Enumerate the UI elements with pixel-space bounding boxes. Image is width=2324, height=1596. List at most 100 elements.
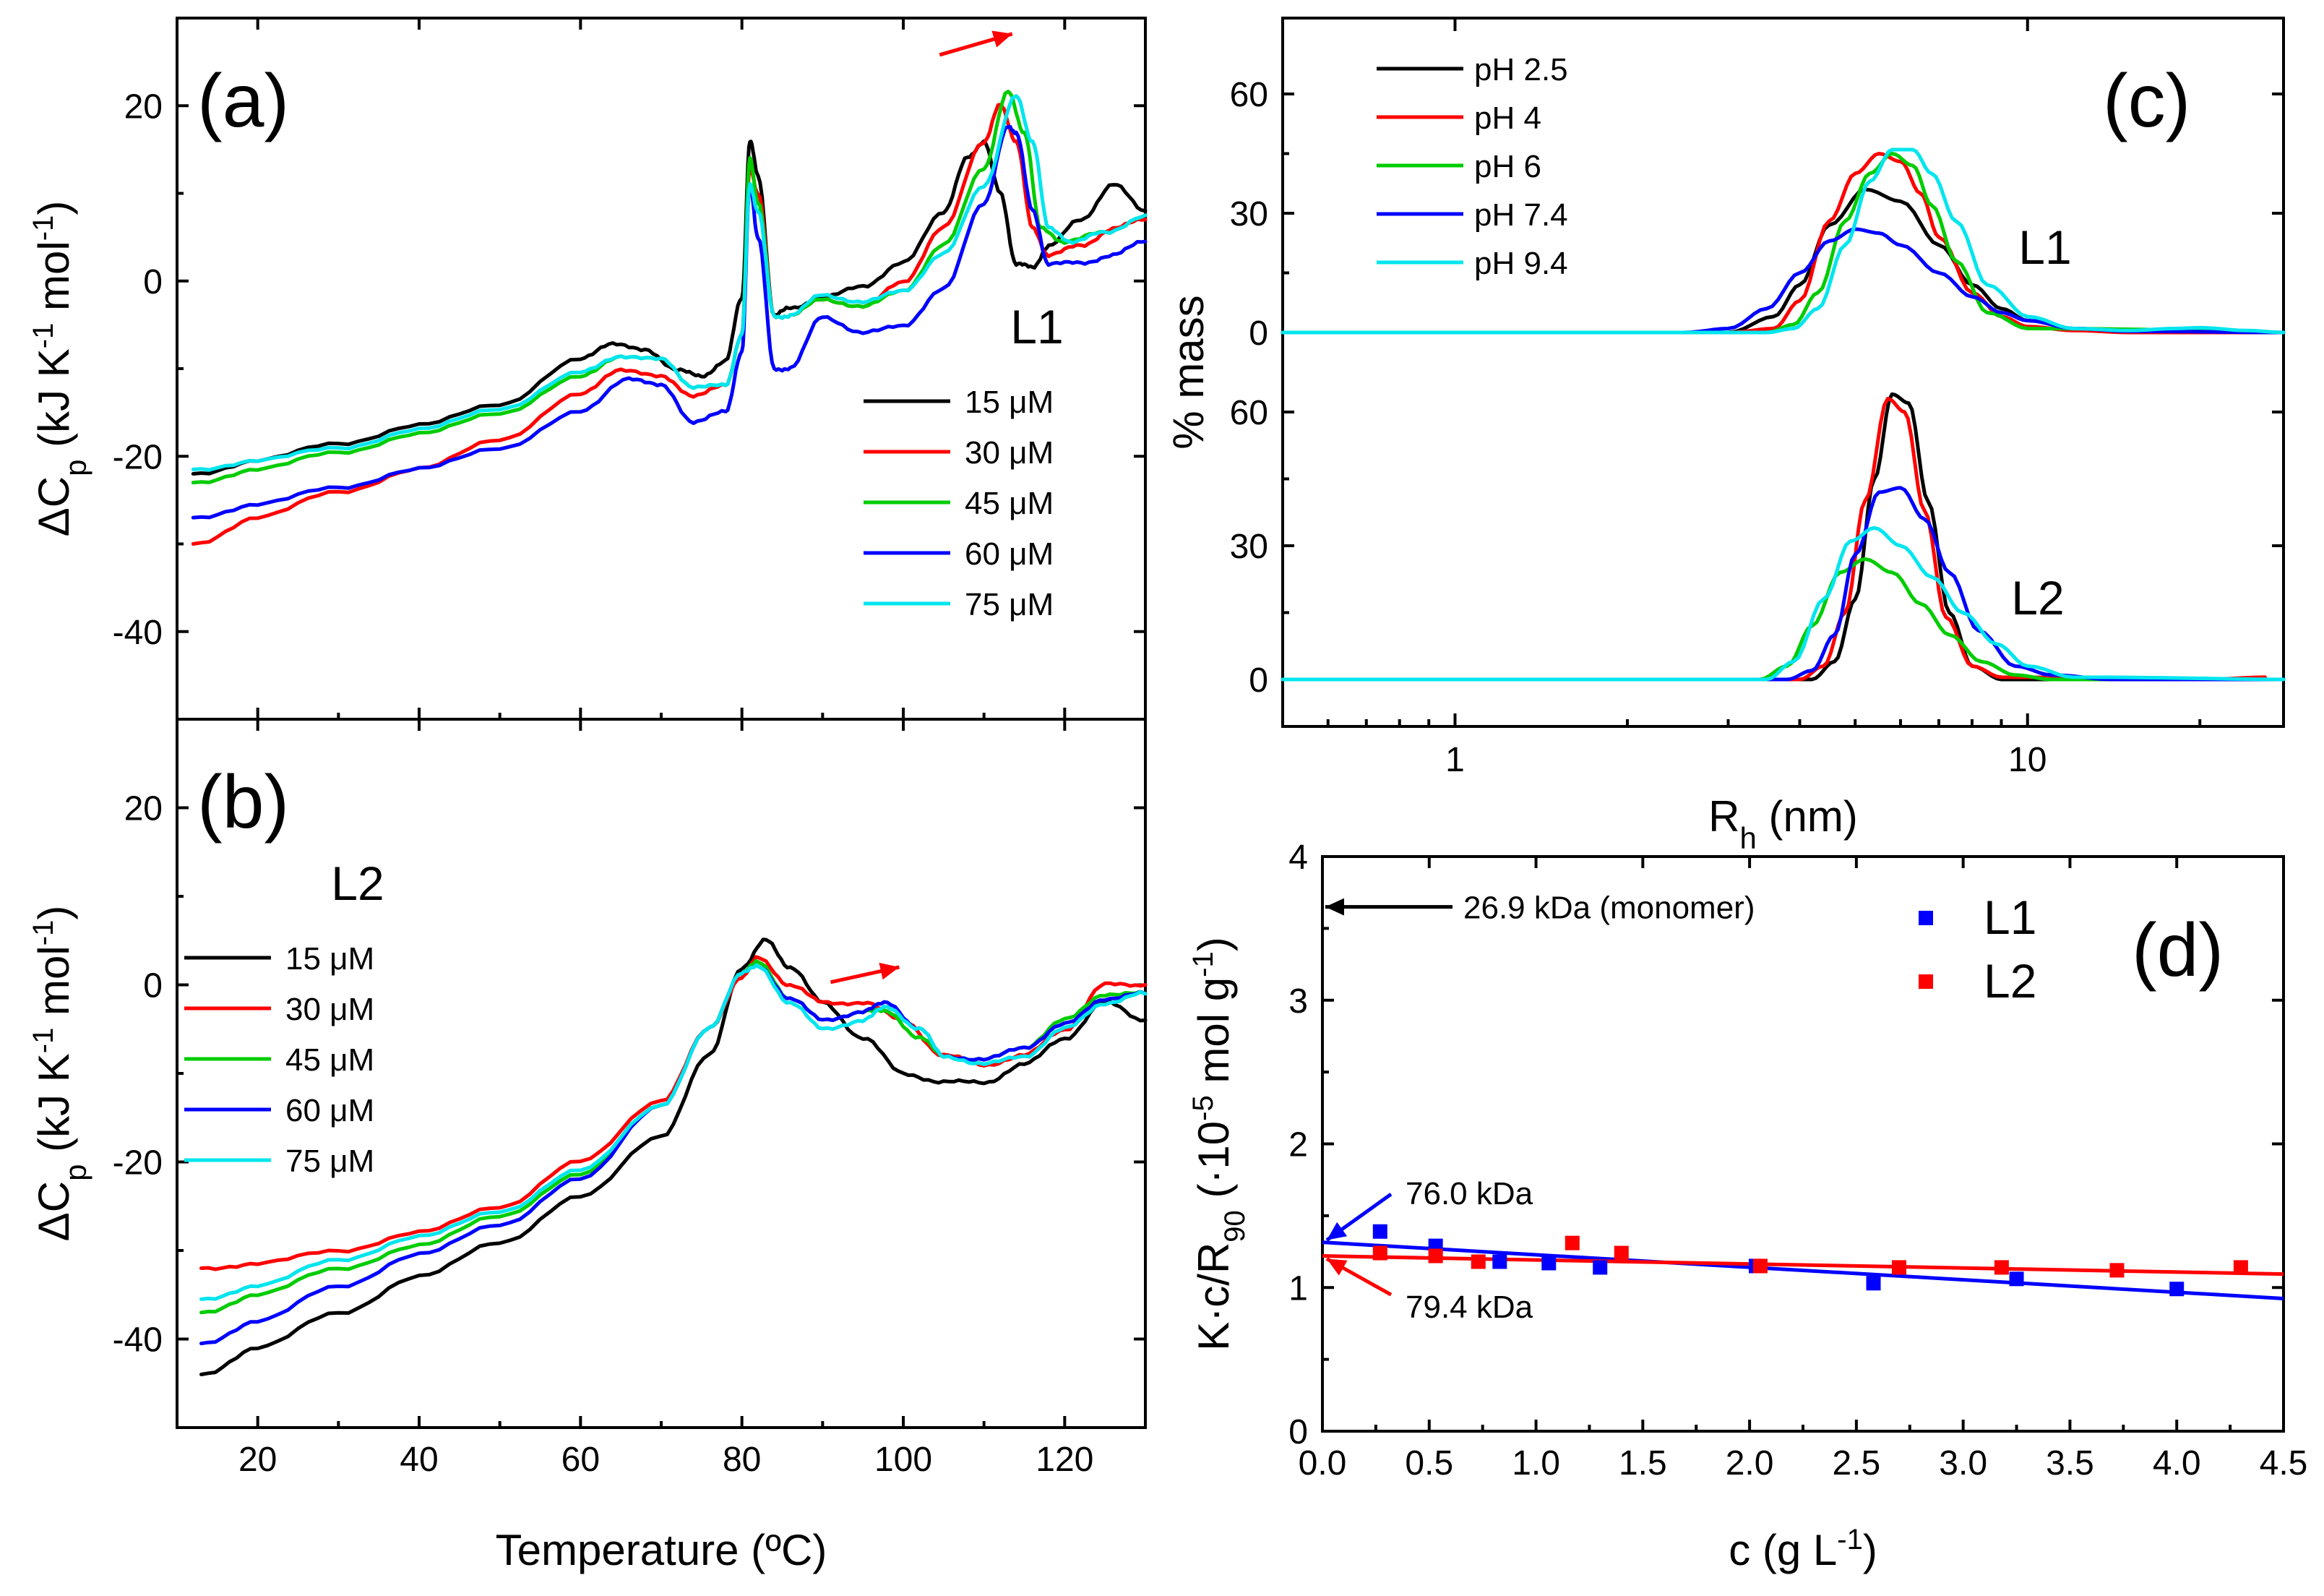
series-label: L2: [331, 857, 384, 910]
shift-arrow-head: [991, 30, 1012, 48]
y-tick-label: 0: [1249, 314, 1268, 353]
y-axis-label-part: (kJ K: [30, 1053, 78, 1164]
legend-label: pH 6: [1474, 149, 1541, 184]
x-tick-label: 100: [874, 1441, 932, 1479]
x-axis-label: c (g L-1): [1729, 1524, 1877, 1574]
series-label: L1: [2018, 220, 2071, 274]
fit-line: [1322, 1240, 2284, 1300]
y-tick-label: -40: [113, 614, 163, 652]
data-point: [1372, 1224, 1387, 1239]
panel-c: 0 30 60 L1 pH 2.5 pH 4 pH 6 pH 7.4 pH 9.4 0 30 60 L2…: [1164, 17, 2286, 855]
y-tick-label: 4: [1288, 838, 1308, 877]
y-axis-label-part: p: [59, 1164, 92, 1181]
data-point: [2009, 1271, 2024, 1287]
x-tick-label: 4.0: [2153, 1444, 2201, 1483]
x-axis-label-part: h: [1740, 821, 1757, 855]
data-point: [1866, 1276, 1881, 1291]
intercept-arrow-head: [1327, 1258, 1348, 1276]
series-line: [199, 963, 1148, 1301]
y-axis-label-part: mol: [30, 241, 78, 322]
y-tick-label: -20: [113, 1144, 163, 1183]
shift-arrow-head: [879, 962, 900, 980]
y-axis-label-part: mol: [30, 945, 78, 1027]
y-tick-label: 0: [1249, 661, 1268, 700]
series-line: [1281, 227, 2286, 335]
panel-label: (a): [197, 59, 289, 143]
panel-label: (d): [2132, 909, 2224, 992]
legend-label: pH 2.5: [1474, 52, 1568, 87]
y-tick-label: 3: [1288, 982, 1308, 1021]
data-point: [1994, 1260, 2009, 1275]
series-line: [191, 124, 1148, 520]
y-axis-label-part: K·c/R: [1189, 1243, 1238, 1351]
y-axis-label-part: -1: [1187, 951, 1219, 977]
annotation: 26.9 kDa (monomer): [1463, 891, 1755, 926]
x-tick-label: 10: [2008, 741, 2047, 779]
y-axis-label: ΔCp (kJ K-1 mol-1): [27, 906, 92, 1242]
data-point: [1428, 1248, 1443, 1264]
data-point: [1752, 1258, 1768, 1274]
series-line: [191, 94, 1148, 472]
legend-label: 75 μM: [285, 1144, 374, 1179]
data-point: [2109, 1263, 2125, 1278]
y-axis-label-part: (kJ K: [30, 348, 78, 459]
series-line: [1281, 152, 2286, 335]
y-axis-label: K·c/R90 (·10-5 mol g-1): [1187, 937, 1251, 1350]
y-tick-label: 0: [143, 263, 163, 301]
plot-frame: [1281, 17, 2285, 728]
y-axis-label-part: mol g: [1189, 977, 1238, 1095]
y-tick-label: 0: [143, 967, 163, 1005]
y-tick-label: 30: [1230, 195, 1268, 233]
legend-label: 60 μM: [965, 536, 1054, 572]
y-tick-label: -20: [113, 438, 163, 476]
panel-label: (c): [2103, 59, 2190, 143]
panel-a: -40 -20 0 20 ΔCp (kJ K-1 mol-1) (a) L1 15 μM 30 …: [27, 17, 1148, 721]
panel-label: (b): [197, 760, 289, 844]
x-tick-label: 80: [723, 1441, 761, 1479]
data-point: [1614, 1245, 1629, 1261]
y-axis-label-part: p: [59, 460, 92, 476]
legend-label: pH 7.4: [1474, 197, 1568, 233]
y-axis-label-part: ): [1189, 937, 1238, 951]
x-axis-label-part: (nm): [1757, 792, 1858, 841]
data-point: [1541, 1256, 1557, 1271]
x-axis-label-part: R: [1708, 792, 1739, 841]
y-axis-label: ΔCp (kJ K-1 mol-1): [27, 201, 92, 537]
y-tick-label: 30: [1230, 528, 1268, 566]
y-axis-label-part: -1: [27, 323, 59, 349]
x-axis-label-part: ): [1863, 1526, 1877, 1574]
series-line: [1281, 147, 2286, 335]
data-point: [1892, 1260, 1906, 1275]
x-tick-label: 2.0: [1726, 1444, 1774, 1483]
data-point: [1372, 1245, 1387, 1261]
y-axis-label-part: -1: [27, 920, 59, 946]
x-tick-label: 120: [1036, 1441, 1093, 1479]
legend-label: 15 μM: [965, 385, 1054, 420]
data-point: [2169, 1282, 2185, 1297]
y-tick-label: 20: [124, 87, 163, 126]
series-label: L2: [2011, 571, 2064, 625]
x-axis-label-part: -1: [1837, 1524, 1863, 1556]
series-label: L1: [1010, 300, 1063, 353]
x-tick-label: 40: [400, 1441, 438, 1479]
series-line: [1281, 557, 2286, 682]
x-tick-label: 60: [561, 1441, 600, 1479]
legend-label: 60 μM: [285, 1093, 374, 1128]
legend-label: 45 μM: [965, 486, 1054, 521]
legend-label: 45 μM: [285, 1042, 374, 1078]
x-tick-label: 20: [238, 1441, 277, 1479]
legend-label: pH 9.4: [1474, 246, 1568, 281]
series-line: [1281, 525, 2286, 682]
legend-label: 15 μM: [285, 941, 374, 977]
monomer-arrow-head: [1325, 898, 1344, 916]
series-line: [191, 90, 1148, 485]
x-tick-label: 1.0: [1512, 1444, 1560, 1483]
x-axis-label: Rh (nm): [1708, 792, 1858, 855]
y-axis-label-part: ΔC: [30, 1181, 78, 1241]
y-axis-label-part: -5: [1187, 1095, 1219, 1121]
legend-label: 30 μM: [965, 435, 1054, 471]
y-axis-label-part: 90: [1219, 1210, 1251, 1243]
data-point: [2233, 1260, 2248, 1275]
